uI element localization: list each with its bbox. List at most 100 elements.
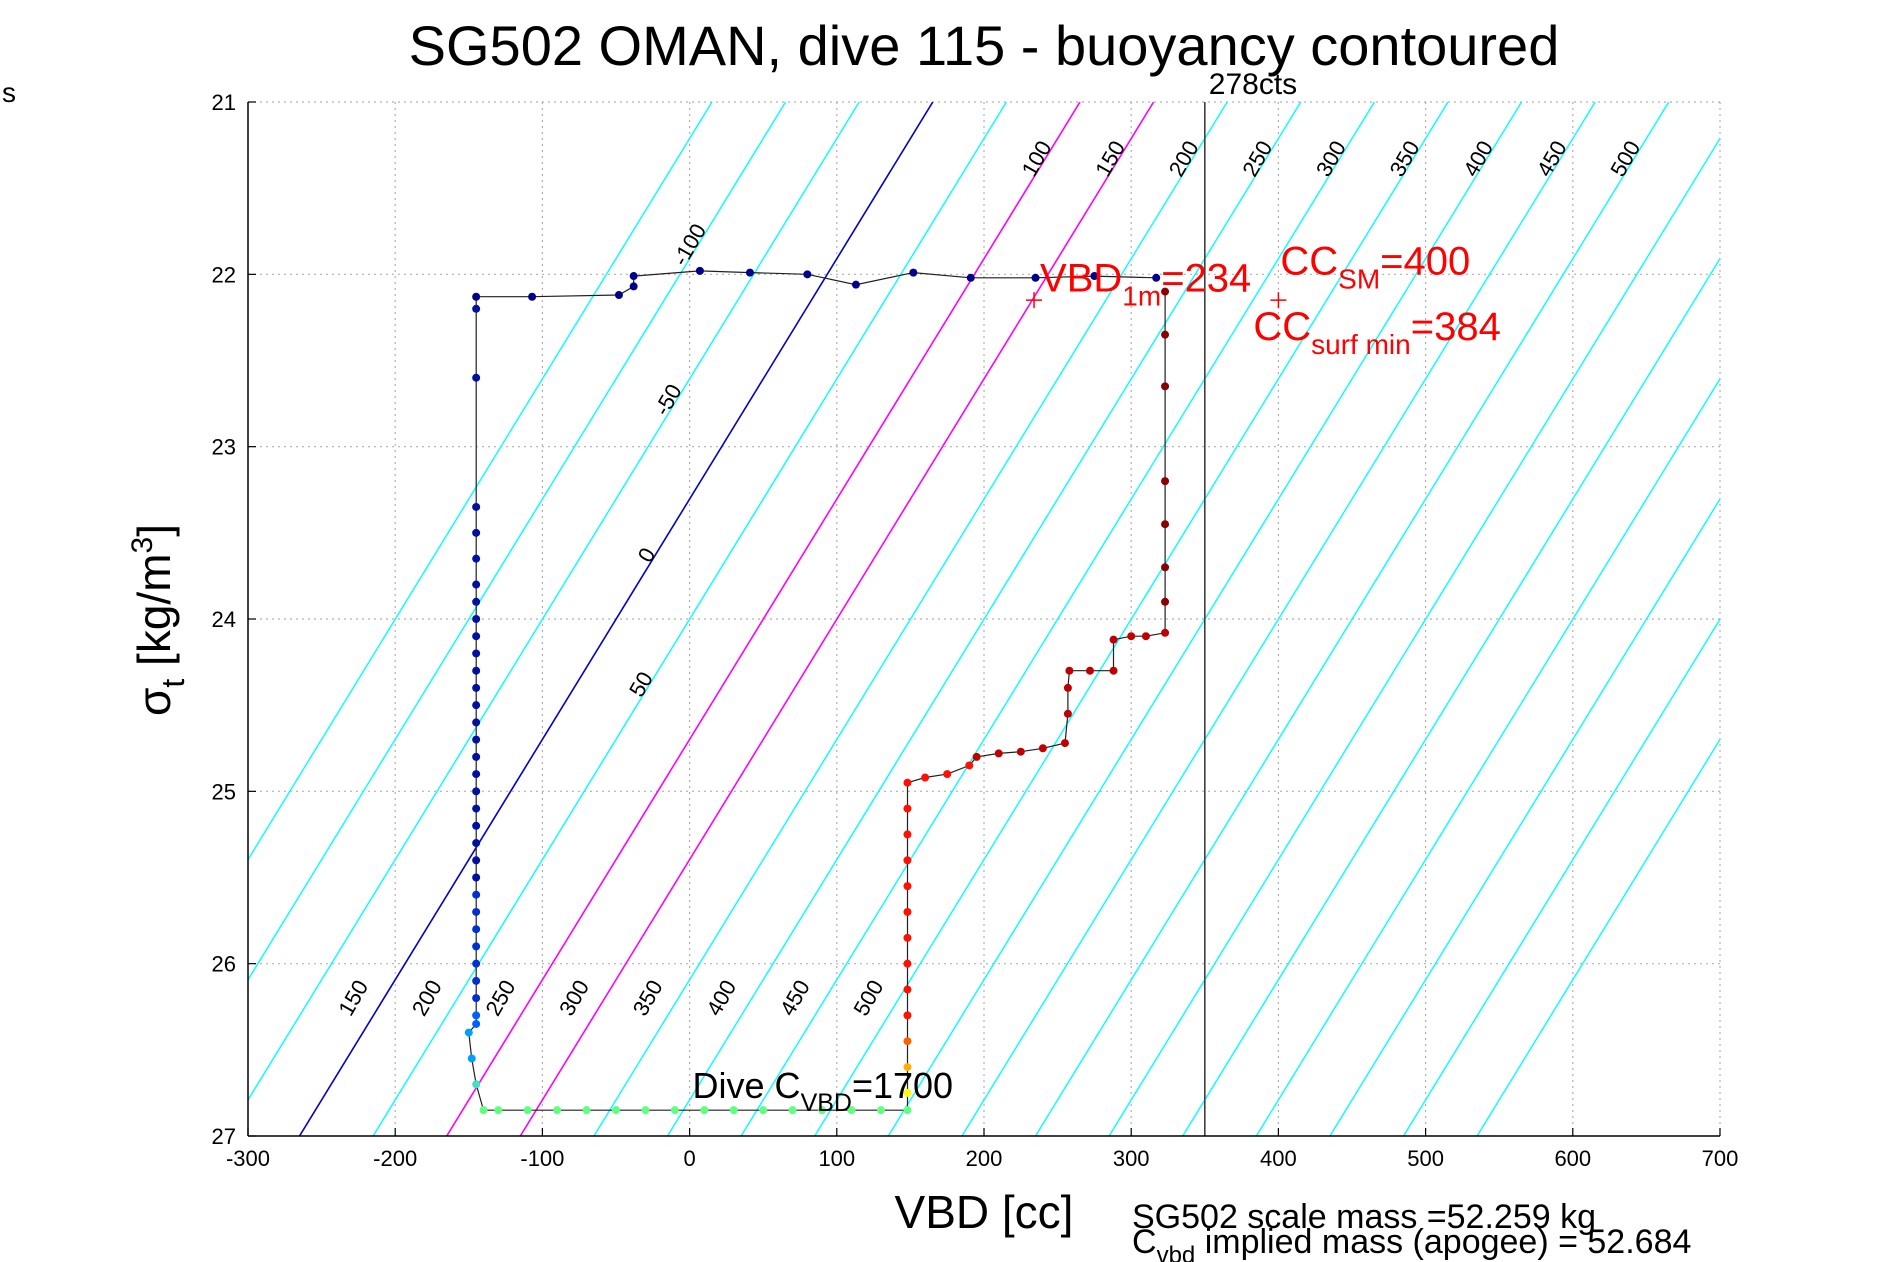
data-point bbox=[582, 1106, 591, 1115]
cc-sm-label: CCSM=400 bbox=[1280, 239, 1470, 294]
buoyancy-contour-150 bbox=[519, 102, 1155, 1136]
x-tick-label: -200 bbox=[373, 1146, 417, 1171]
data-point bbox=[464, 1028, 473, 1037]
contour-label-top: 0 bbox=[633, 543, 661, 566]
data-point bbox=[472, 1019, 481, 1028]
data-point bbox=[1152, 273, 1161, 282]
data-point bbox=[472, 1080, 481, 1089]
data-point bbox=[670, 1106, 679, 1115]
data-point bbox=[472, 959, 481, 968]
data-point bbox=[972, 752, 981, 761]
data-point bbox=[472, 735, 481, 744]
cc-surf-min-label: CCsurf min=384 bbox=[1253, 305, 1500, 360]
y-tick-label: 27 bbox=[212, 1124, 236, 1149]
x-tick-label: 600 bbox=[1554, 1146, 1591, 1171]
data-point bbox=[528, 292, 537, 301]
buoyancy-contour-700 bbox=[1329, 497, 1720, 1136]
data-point bbox=[472, 1011, 481, 1020]
data-point bbox=[700, 1106, 709, 1115]
buoyancy-contour-600 bbox=[1182, 257, 1720, 1136]
data-point bbox=[1060, 739, 1069, 748]
vbd-1m-label: VBD1m=234 bbox=[1040, 257, 1251, 312]
data-point bbox=[966, 273, 975, 282]
data-point bbox=[903, 1106, 912, 1115]
contour-label-bottom: 500 bbox=[848, 976, 888, 1020]
data-point bbox=[472, 683, 481, 692]
data-point bbox=[965, 761, 974, 770]
data-point bbox=[1090, 272, 1099, 281]
data-point bbox=[1161, 330, 1170, 339]
contour-label-top: -50 bbox=[649, 380, 687, 420]
data-point bbox=[1109, 635, 1118, 644]
annotation-layer: VBD1m=234 CCSM=400 CCsurf min=384 Dive CVBD… bbox=[693, 239, 1501, 1117]
contour-label-top: -100 bbox=[668, 219, 712, 270]
contour-label-bottom: 150 bbox=[333, 976, 373, 1020]
data-point bbox=[818, 1106, 827, 1115]
contour-label-top: 200 bbox=[1164, 136, 1204, 180]
contour-label-bottom: 250 bbox=[480, 976, 520, 1020]
data-point bbox=[472, 632, 481, 641]
data-point bbox=[903, 907, 912, 916]
y-tick-label: 22 bbox=[212, 262, 236, 287]
y-axis-label-main: σ bbox=[128, 688, 180, 716]
data-point bbox=[472, 649, 481, 658]
data-point bbox=[553, 1106, 562, 1115]
data-point bbox=[994, 749, 1003, 758]
data-point bbox=[1016, 747, 1025, 756]
x-tick-label: 500 bbox=[1407, 1146, 1444, 1171]
data-point bbox=[472, 925, 481, 934]
data-point bbox=[472, 907, 481, 916]
data-point bbox=[472, 839, 481, 848]
implied-mass-sub: vbd bbox=[1157, 1242, 1196, 1262]
data-point bbox=[943, 770, 952, 779]
data-point bbox=[1127, 632, 1136, 641]
buoyancy-contour--50 bbox=[248, 102, 860, 1102]
data-point bbox=[903, 985, 912, 994]
x-tick-label: 200 bbox=[966, 1146, 1003, 1171]
vertical-line-layer: 278cts bbox=[1204, 68, 1297, 1136]
buoyancy-contour-350 bbox=[814, 102, 1449, 1136]
y-tick-label: 21 bbox=[212, 90, 236, 115]
data-point bbox=[903, 1088, 912, 1097]
left-margin-text: s bbox=[2, 77, 16, 108]
x-tick-label: 100 bbox=[818, 1146, 855, 1171]
y-tick-label: 26 bbox=[212, 952, 236, 977]
contour-label-top: 450 bbox=[1532, 136, 1572, 180]
buoyancy-contour-300 bbox=[740, 102, 1375, 1136]
data-point bbox=[903, 856, 912, 865]
contour-label-top: 100 bbox=[1017, 136, 1057, 180]
data-point bbox=[803, 270, 812, 279]
data-point bbox=[472, 821, 481, 830]
buoyancy-contour-450 bbox=[961, 102, 1596, 1136]
data-point bbox=[641, 1106, 650, 1115]
data-point bbox=[903, 778, 912, 787]
data-point bbox=[903, 830, 912, 839]
data-point bbox=[472, 856, 481, 865]
data-point bbox=[851, 280, 860, 289]
contour-label-bottom: 350 bbox=[628, 976, 668, 1020]
x-tick-label: 700 bbox=[1702, 1146, 1739, 1171]
data-point bbox=[629, 282, 638, 291]
data-point bbox=[472, 976, 481, 985]
buoyancy-contour--150 bbox=[248, 102, 713, 861]
data-point bbox=[1065, 666, 1074, 675]
data-point bbox=[472, 528, 481, 537]
data-point bbox=[909, 268, 918, 277]
implied-mass-text: Cvbd implied mass (apogee) = 52.684 bbox=[1132, 1223, 1691, 1262]
data-point bbox=[479, 1106, 488, 1115]
buoyancy-contour-800 bbox=[1476, 738, 1720, 1136]
buoyancy-contour-650 bbox=[1255, 377, 1720, 1136]
data-point bbox=[472, 701, 481, 710]
contour-label-bottom: 400 bbox=[701, 976, 741, 1020]
data-point bbox=[1161, 382, 1170, 391]
axis-layer: -300 -200 -100 0 100 200 300 400 500 600 700212223… bbox=[212, 90, 1739, 1171]
contour-label-top: 250 bbox=[1237, 136, 1277, 180]
series-layer bbox=[464, 266, 1170, 1115]
data-point bbox=[472, 666, 481, 675]
x-tick-label: 0 bbox=[683, 1146, 695, 1171]
data-point bbox=[1161, 597, 1170, 606]
x-axis-label: VBD [cc] bbox=[895, 1186, 1074, 1238]
data-point bbox=[472, 890, 481, 899]
contour-label-top: 400 bbox=[1458, 136, 1498, 180]
y-axis-label-units: [kg/m bbox=[128, 553, 180, 678]
